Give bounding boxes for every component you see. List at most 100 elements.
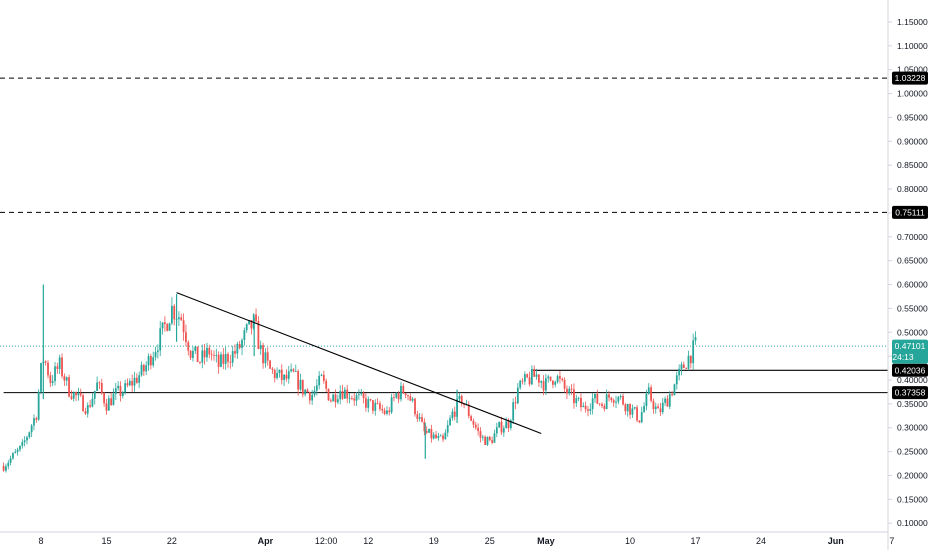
level-price-label: 0.75111 — [895, 207, 925, 217]
candle-body — [7, 462, 10, 467]
candle-body — [325, 380, 328, 389]
candle-body — [264, 352, 267, 364]
candle-body — [386, 410, 388, 414]
candle-body — [70, 396, 73, 399]
candle-body — [516, 387, 519, 404]
candle-body — [180, 317, 183, 321]
candle-body — [112, 393, 115, 406]
x-tick-label: 25 — [485, 536, 495, 546]
candle-body — [93, 390, 96, 399]
candle-body — [51, 381, 54, 383]
candle-body — [199, 362, 201, 363]
candle-body — [362, 393, 365, 399]
candle-body — [23, 440, 26, 443]
candle-body — [117, 385, 120, 389]
candle-body — [374, 402, 377, 411]
candle-body — [369, 399, 372, 401]
candle-body — [533, 368, 536, 377]
candle-body — [224, 353, 227, 364]
candle-body — [54, 366, 56, 382]
candle-body — [16, 449, 19, 452]
candle-body — [315, 385, 318, 391]
candle-body — [327, 388, 330, 401]
x-tick-label: 24 — [756, 536, 766, 546]
candle-body — [82, 395, 84, 412]
candle-body — [257, 321, 260, 350]
candle-body — [320, 374, 323, 376]
candle-body — [661, 402, 664, 413]
candle-body — [243, 330, 246, 340]
candle-body — [495, 427, 498, 434]
candle-body — [619, 395, 622, 397]
y-tick-label: 0.95000 — [897, 112, 928, 122]
y-tick-label: 1.00000 — [897, 89, 928, 99]
candle-body — [5, 466, 7, 471]
candle-body — [304, 389, 307, 395]
candle-body — [227, 353, 229, 362]
candle-body — [301, 379, 304, 395]
candle-body — [411, 398, 414, 401]
candle-body — [178, 317, 180, 320]
candle-body — [208, 347, 211, 355]
trendline[interactable] — [176, 292, 542, 434]
candle-body — [629, 403, 631, 415]
candle-body — [285, 374, 288, 379]
candle-body — [49, 375, 52, 383]
candle-body — [290, 369, 293, 372]
candle-body — [72, 392, 75, 399]
x-tick-label: 22 — [167, 536, 177, 546]
candle-body — [269, 360, 271, 369]
candle-body — [617, 396, 620, 402]
x-tick-label: 19 — [429, 536, 439, 546]
candle-body — [388, 410, 391, 413]
candle-body — [664, 398, 667, 403]
candle-body — [402, 385, 405, 394]
level-price-label: 1.03228 — [895, 73, 926, 83]
candle-body — [248, 320, 250, 325]
candle-body — [236, 343, 239, 354]
y-tick-label: 0.10000 — [897, 518, 928, 528]
candle-body — [138, 375, 141, 383]
candle-body — [594, 393, 596, 399]
candle-body — [365, 398, 367, 408]
candle-body — [615, 401, 617, 403]
candle-body — [566, 388, 568, 394]
candle-body — [133, 377, 136, 386]
candle-body — [556, 376, 559, 382]
candle-body — [203, 350, 206, 358]
candle-body — [126, 383, 129, 386]
candle-body — [142, 364, 145, 372]
candle-body — [86, 405, 89, 414]
candle-body — [201, 350, 204, 363]
candle-body — [215, 354, 218, 356]
level-price-tag — [892, 205, 928, 219]
candle-body — [425, 430, 428, 433]
candle-body — [121, 392, 124, 396]
x-tick-label: Jun — [828, 536, 844, 546]
candle-body — [409, 396, 412, 401]
y-tick-label: 0.40000 — [897, 375, 928, 385]
candle-body — [491, 440, 494, 443]
candle-body — [28, 432, 31, 438]
candle-body — [171, 305, 173, 324]
candle-body — [77, 393, 80, 396]
candle-body — [339, 391, 342, 400]
candle-body — [395, 393, 398, 398]
level-price-tag — [892, 71, 928, 85]
candle-body — [580, 397, 582, 408]
candle-body — [418, 417, 421, 419]
candle-body — [423, 421, 426, 431]
candle-body — [187, 342, 190, 351]
candle-body — [477, 427, 480, 431]
candle-body — [654, 406, 657, 410]
candle-body — [678, 368, 681, 376]
candle-body — [381, 408, 384, 411]
candle-body — [694, 337, 697, 341]
candle-body — [294, 371, 297, 372]
candle-body — [65, 377, 68, 381]
candle-body — [292, 369, 295, 372]
candle-body — [449, 418, 451, 426]
candle-body — [502, 428, 505, 433]
